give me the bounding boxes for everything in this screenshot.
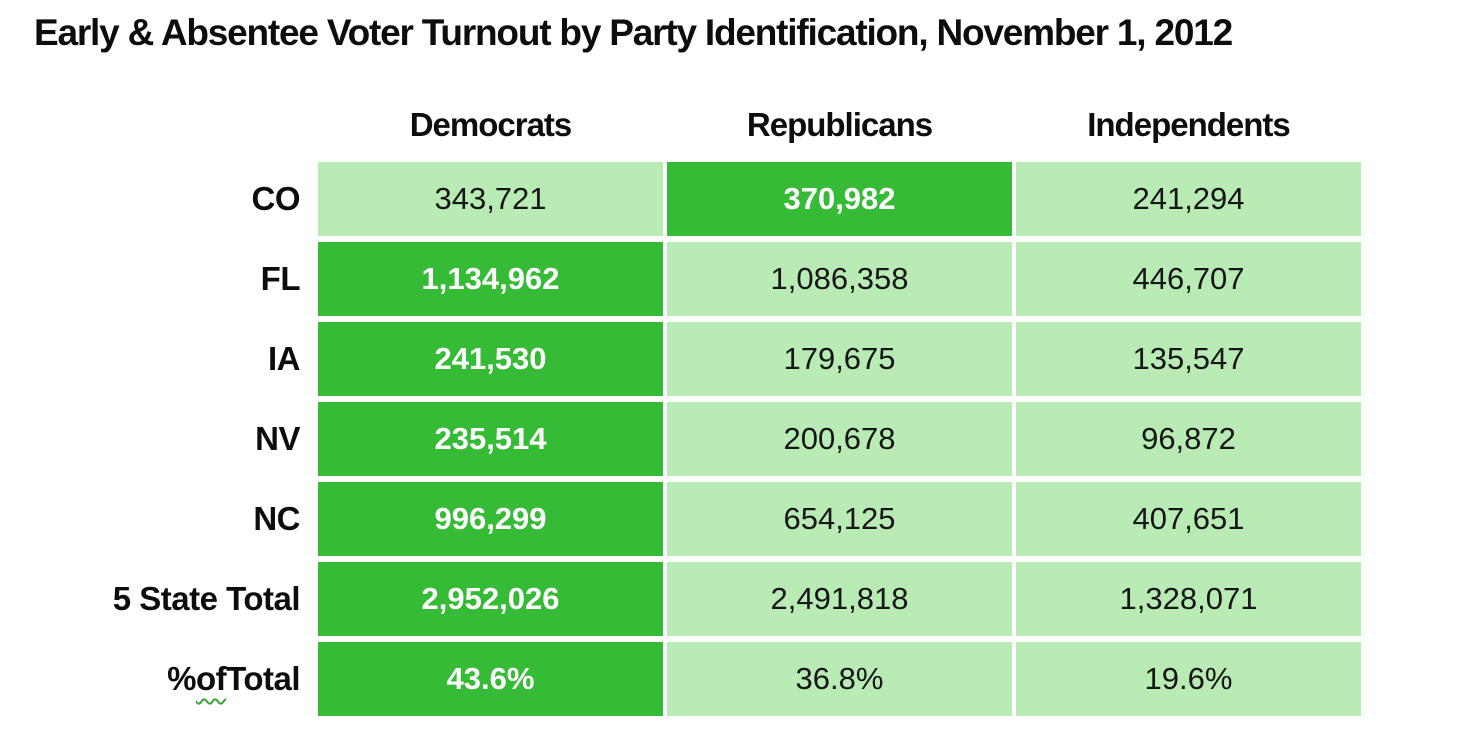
column-header-democrats: Democrats — [409, 106, 573, 143]
corner-spacer — [0, 92, 314, 156]
cell-percent-republicans: 36.8% — [667, 642, 1012, 716]
row-label-nc: NC — [253, 500, 300, 537]
column-header-republicans: Republicans — [746, 106, 933, 143]
cell-nc-republicans: 654,125 — [667, 482, 1012, 556]
column-header-independents: Independents — [1087, 106, 1291, 143]
row-label-fl: FL — [260, 260, 301, 297]
page-title: Early & Absentee Voter Turnout by Party … — [34, 12, 1233, 53]
row-label-co: CO — [251, 180, 301, 217]
cell-nc-democrats: 996,299 — [318, 482, 663, 556]
cell-ia-republicans: 179,675 — [667, 322, 1012, 396]
row-label-nv: NV — [255, 420, 300, 457]
cell-ia-democrats: 241,530 — [318, 322, 663, 396]
cell-co-republicans: 370,982 — [667, 162, 1012, 236]
row-label-ia: IA — [268, 340, 301, 377]
cell-percent-independents: 19.6% — [1016, 642, 1361, 716]
cell-co-democrats: 343,721 — [318, 162, 663, 236]
cell-nv-democrats: 235,514 — [318, 402, 663, 476]
cell-nc-independents: 407,651 — [1016, 482, 1361, 556]
cell-nv-republicans: 200,678 — [667, 402, 1012, 476]
cell-total-democrats: 2,952,026 — [318, 562, 663, 636]
voter-turnout-table: Democrats Republicans Independents CO 34… — [0, 92, 1361, 716]
percent-label-suffix: Total — [226, 660, 300, 697]
cell-total-independents: 1,328,071 — [1016, 562, 1361, 636]
row-label-percent-of-total: % of Total — [0, 642, 314, 716]
cell-fl-republicans: 1,086,358 — [667, 242, 1012, 316]
cell-nv-independents: 96,872 — [1016, 402, 1361, 476]
grammar-squiggle-word: of — [195, 660, 227, 697]
row-label-5-state-total: 5 State Total — [112, 580, 301, 617]
cell-total-republicans: 2,491,818 — [667, 562, 1012, 636]
cell-fl-independents: 446,707 — [1016, 242, 1361, 316]
cell-percent-democrats: 43.6% — [318, 642, 663, 716]
cell-ia-independents: 135,547 — [1016, 322, 1361, 396]
cell-fl-democrats: 1,134,962 — [318, 242, 663, 316]
percent-label-prefix: % — [167, 660, 196, 697]
cell-co-independents: 241,294 — [1016, 162, 1361, 236]
